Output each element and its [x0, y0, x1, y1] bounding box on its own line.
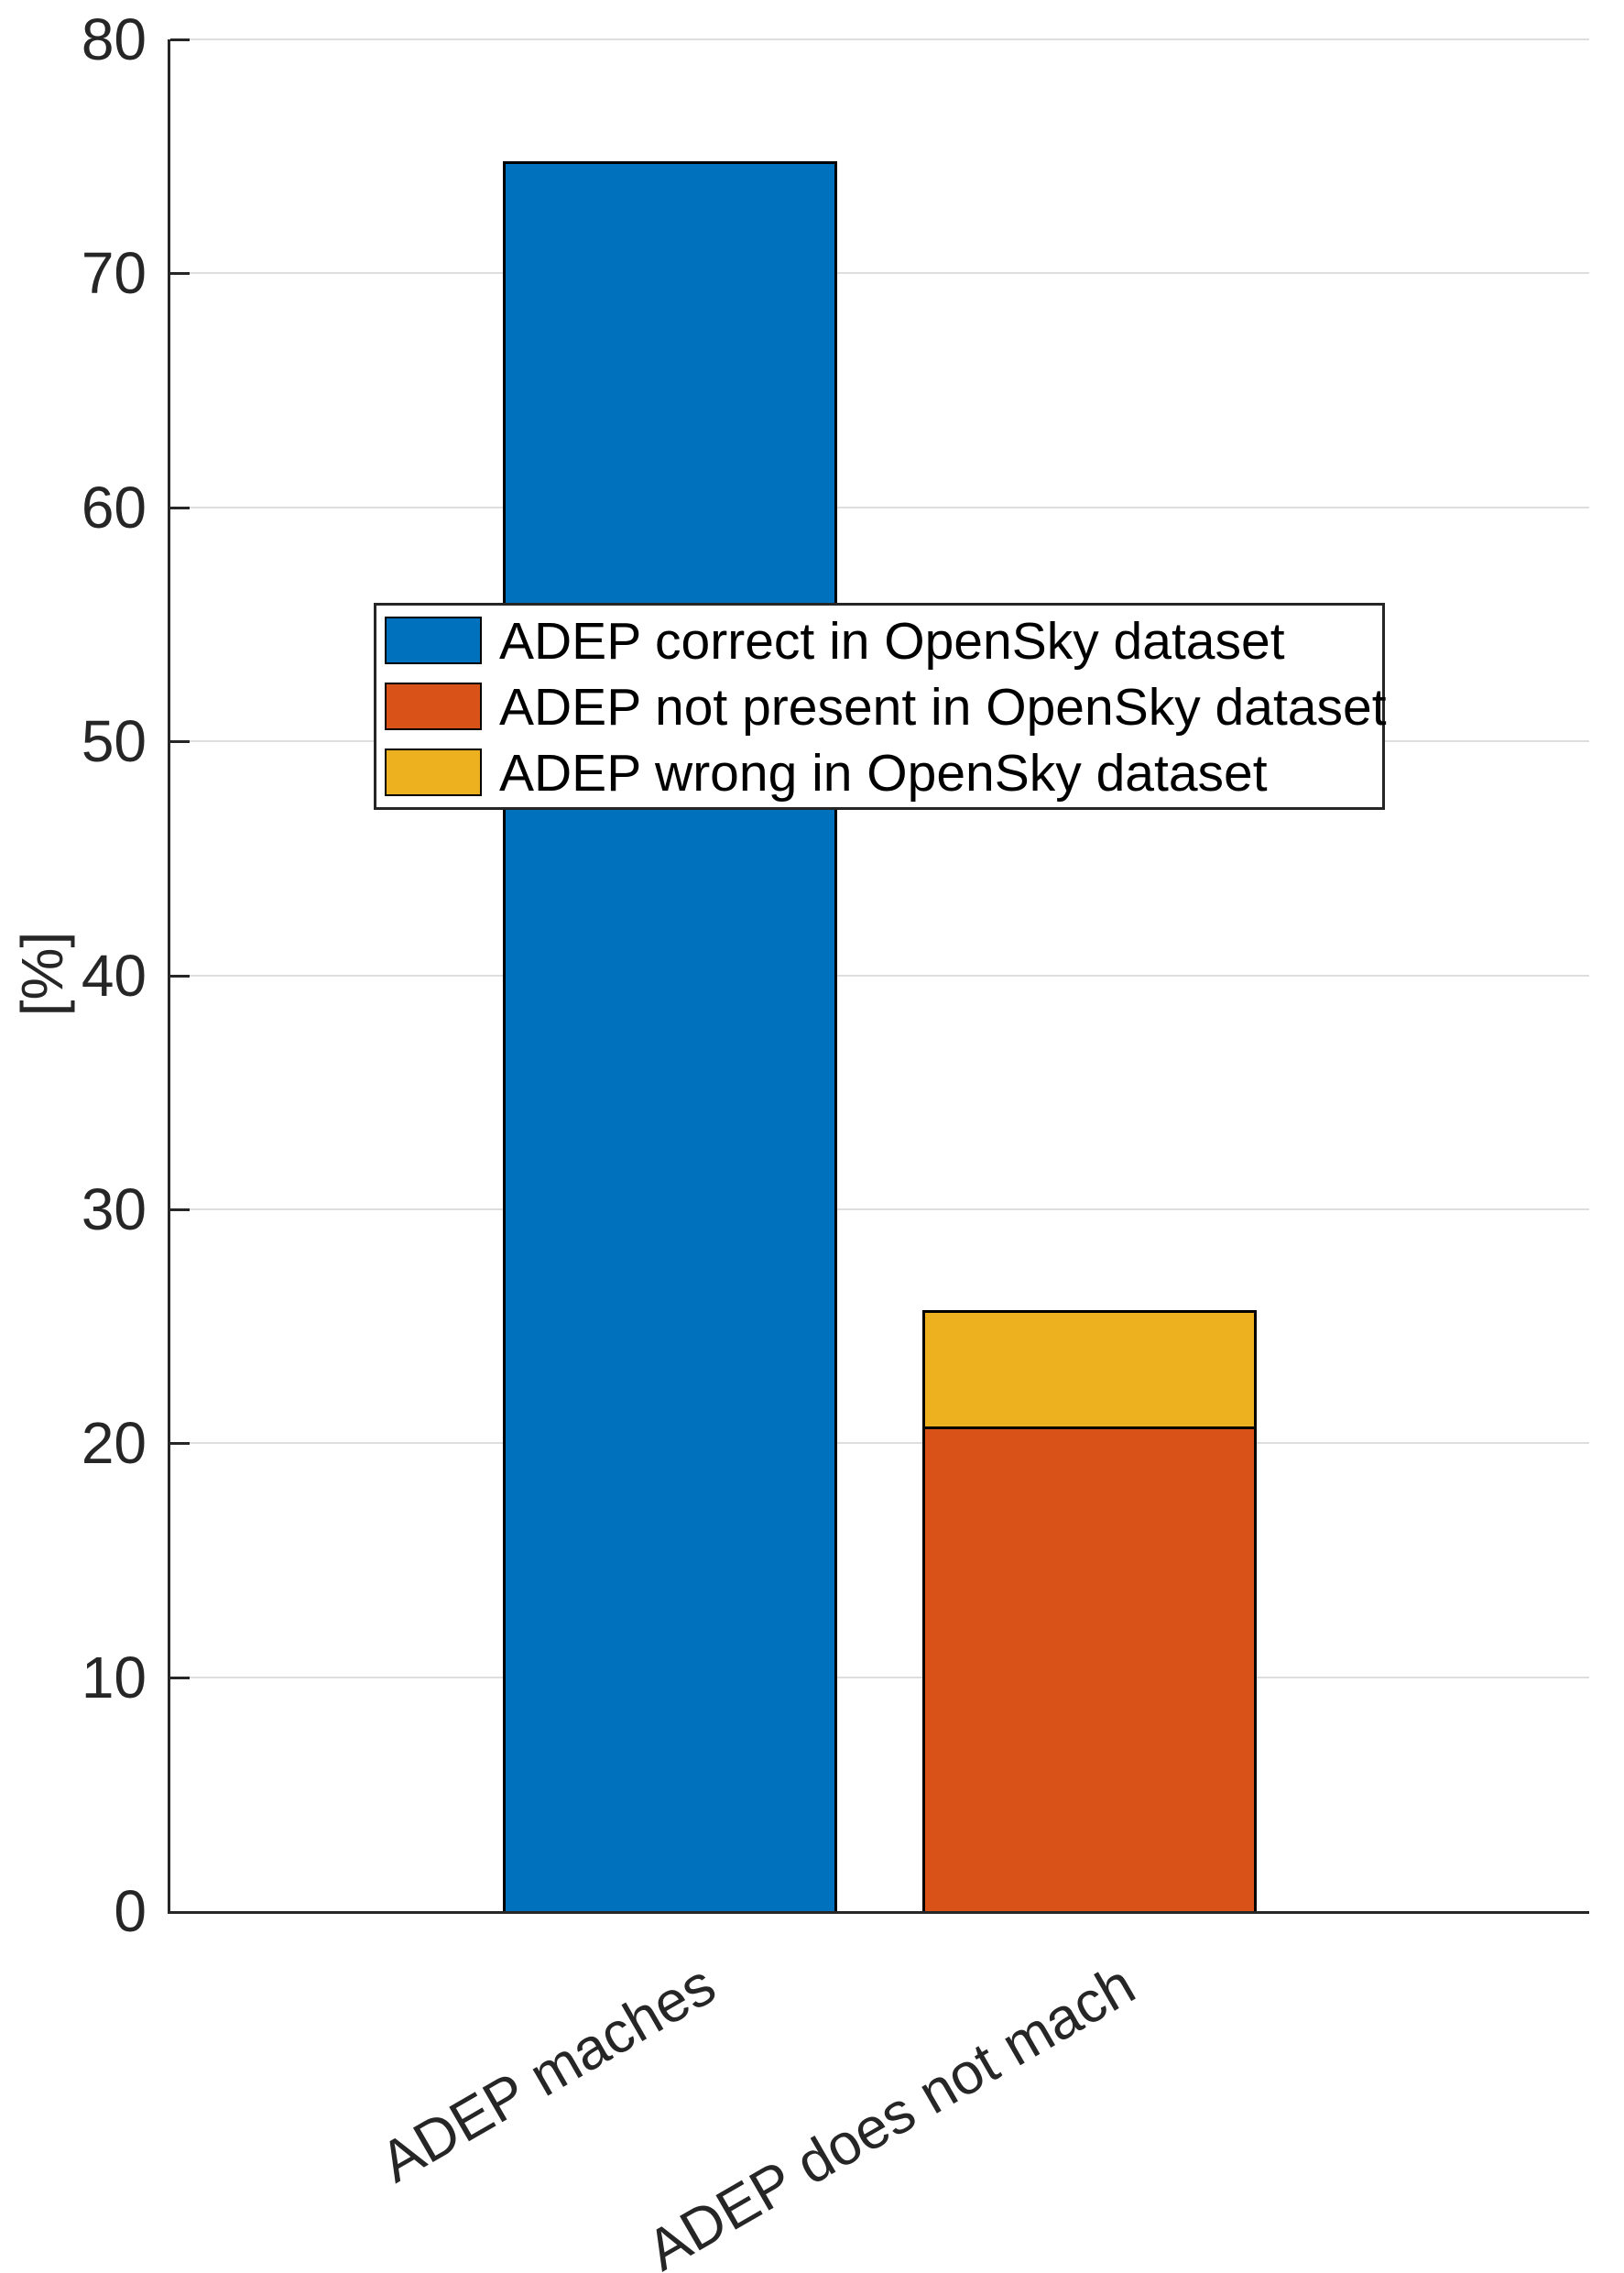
y-tick-label: 10: [81, 1644, 147, 1710]
y-tick: [170, 974, 190, 978]
x-tick-label: ADEP maches: [369, 1951, 726, 2195]
y-tick: [170, 506, 190, 509]
y-axis-title: [%]: [9, 931, 75, 1017]
y-gridline: [170, 38, 1589, 40]
x-axis-line: [168, 1911, 1589, 1914]
y-tick: [170, 1442, 190, 1446]
y-axis-line: [168, 39, 170, 1914]
y-gridline: [170, 506, 1589, 508]
y-tick-label: 60: [81, 474, 147, 541]
y-tick-label: 0: [114, 1878, 147, 1944]
y-tick-label: 20: [81, 1410, 147, 1477]
legend-swatch: [385, 749, 482, 796]
legend-label: ADEP correct in OpenSky dataset: [499, 612, 1285, 671]
legend-swatch: [385, 617, 482, 664]
y-tick-label: 40: [81, 942, 147, 1009]
y-tick-label: 70: [81, 240, 147, 307]
y-tick: [170, 38, 190, 41]
y-tick-label: 30: [81, 1175, 147, 1242]
y-tick-label: 50: [81, 708, 147, 775]
legend-label: ADEP not present in OpenSky dataset: [499, 678, 1387, 737]
y-tick: [170, 1676, 190, 1679]
y-tick: [170, 1208, 190, 1211]
y-gridline: [170, 272, 1589, 275]
y-gridline: [170, 974, 1589, 977]
y-gridline: [170, 1442, 1589, 1445]
bar-segment: [922, 1426, 1257, 1914]
legend-label: ADEP wrong in OpenSky dataset: [499, 744, 1268, 803]
legend-swatch: [385, 683, 482, 730]
y-tick: [170, 272, 190, 276]
bar-segment: [922, 1309, 1257, 1430]
bar-segment: [503, 160, 837, 1914]
y-tick-label: 80: [81, 6, 147, 72]
y-gridline: [170, 1676, 1589, 1678]
y-tick: [170, 740, 190, 744]
y-gridline: [170, 1208, 1589, 1210]
legend: ADEP correct in OpenSky dataset ADEP not …: [374, 603, 1387, 810]
